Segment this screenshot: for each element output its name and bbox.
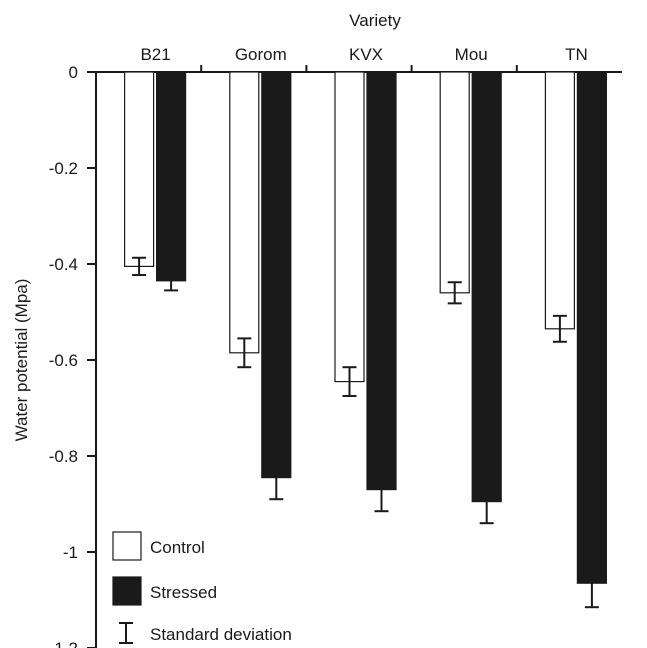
bar-control [123, 71, 155, 267]
x-tick-label: KVX [349, 45, 383, 64]
legend-control-label: Control [150, 538, 205, 557]
x-axis-title: Variety [349, 11, 401, 30]
bar-stressed [261, 71, 292, 479]
bar-control [229, 71, 260, 354]
error-bars [132, 256, 599, 609]
bar-stressed [576, 71, 608, 584]
y-tick-label: -1 [63, 543, 78, 562]
x-tick-label: Gorom [235, 45, 287, 64]
y-tick-label: -1.2 [49, 639, 78, 648]
y-tick-label: -0.2 [49, 159, 78, 178]
x-tick-label: Mou [455, 45, 488, 64]
legend-sd-label: Standard deviation [150, 625, 292, 644]
y-tick-label: -0.8 [49, 447, 78, 466]
bar-control [544, 71, 576, 330]
bar-stressed [366, 71, 397, 491]
axis-labels: Variety Water potential (Mpa) [12, 11, 401, 441]
y-tick-label: -0.6 [49, 351, 78, 370]
bar-stressed [471, 71, 502, 503]
x-tick-label: B21 [140, 45, 170, 64]
bar-control [334, 71, 365, 383]
y-tick-label: 0 [69, 63, 78, 82]
bars [123, 71, 608, 584]
y-tick-label: -0.4 [49, 255, 78, 274]
legend-stressed-swatch [112, 576, 142, 606]
y-axis-title: Water potential (Mpa) [12, 279, 31, 442]
x-tick-label: TN [565, 45, 588, 64]
legend-control-swatch [112, 531, 142, 561]
bar-control [439, 71, 470, 294]
legend-stressed-label: Stressed [150, 583, 217, 602]
axes: 0 -0.2 -0.4 -0.6 -0.8 -1 -1.2 B21 Gorom KVX Mou TN [49, 45, 622, 648]
bar-stressed [156, 71, 187, 282]
legend: Control Stressed Standard deviation [112, 531, 292, 644]
